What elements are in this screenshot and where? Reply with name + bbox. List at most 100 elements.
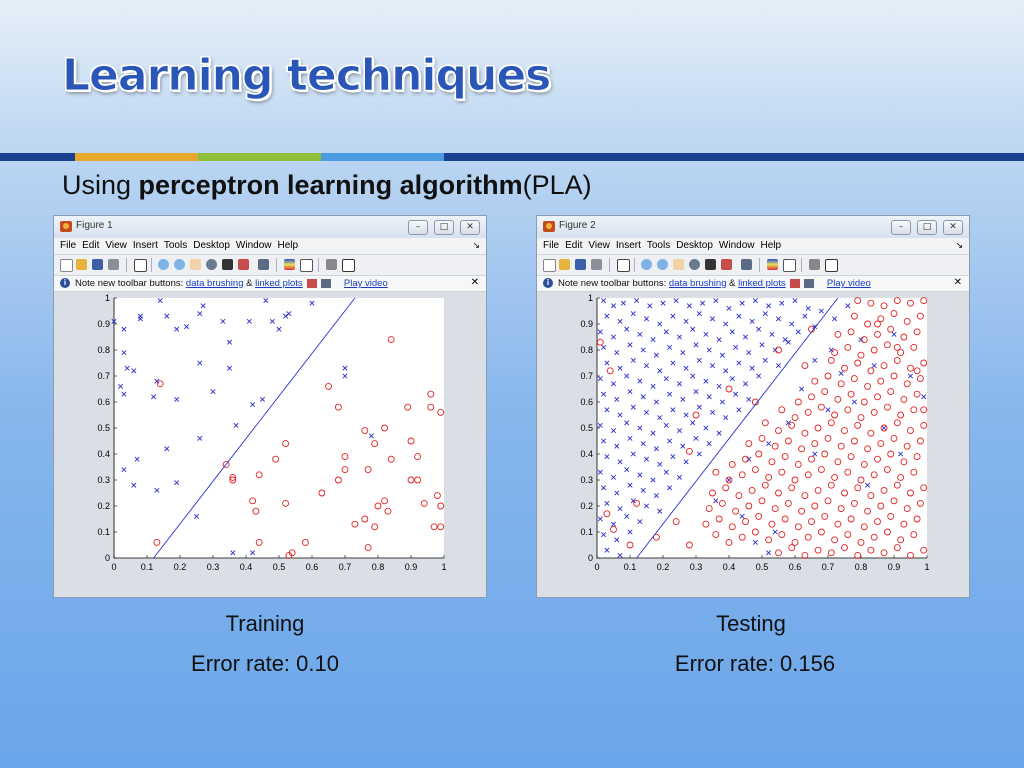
x-tick-label: 0.6: [789, 562, 802, 572]
data-brushing-link[interactable]: data brushing: [185, 278, 244, 289]
x-marker-point: [716, 383, 722, 389]
o-marker-point: [334, 403, 342, 411]
menu-edit[interactable]: Edit: [82, 240, 100, 251]
menu-desktop[interactable]: Desktop: [676, 240, 713, 251]
link-plots-icon[interactable]: [741, 259, 752, 270]
menu-help[interactable]: Help: [277, 240, 299, 251]
colorbar-icon[interactable]: [284, 259, 295, 270]
menu-edit[interactable]: Edit: [565, 240, 583, 251]
figure-window-1[interactable]: Figure 1 – □ ✕ File Edit View Insert Tools De…: [53, 215, 487, 598]
print-icon[interactable]: [591, 259, 602, 270]
o-marker-point: [775, 549, 782, 557]
menu-tools[interactable]: Tools: [163, 240, 188, 251]
linked-plots-link[interactable]: linked plots: [738, 278, 786, 289]
save-icon[interactable]: [92, 259, 103, 270]
menu-view[interactable]: View: [588, 240, 610, 251]
o-marker-point: [850, 437, 858, 445]
pointer-icon[interactable]: [617, 259, 630, 272]
legend-icon[interactable]: [300, 259, 313, 272]
colorbar-icon[interactable]: [767, 259, 778, 270]
o-marker-point: [860, 398, 868, 406]
x-marker-point: [703, 425, 709, 431]
close-button[interactable]: ✕: [943, 220, 963, 235]
o-marker-point: [318, 489, 326, 497]
menu-insert[interactable]: Insert: [132, 240, 158, 251]
open-file-icon[interactable]: [76, 259, 87, 270]
x-marker-point: [703, 331, 709, 337]
x-marker-point: [610, 381, 617, 387]
x-marker-point: [891, 331, 897, 337]
print-icon[interactable]: [108, 259, 119, 270]
hide-tools-icon[interactable]: [809, 259, 820, 270]
zoom-in-icon[interactable]: [158, 259, 169, 270]
minimize-button[interactable]: –: [891, 220, 911, 235]
data-cursor-icon[interactable]: [222, 259, 233, 270]
o-marker-point: [222, 460, 230, 468]
menu-window[interactable]: Window: [235, 240, 272, 251]
maximize-button[interactable]: □: [917, 220, 937, 235]
brush-icon[interactable]: [238, 259, 249, 270]
menu-file[interactable]: File: [60, 240, 77, 251]
y-tick-label: 0.1: [97, 527, 110, 537]
data-cursor-icon[interactable]: [705, 259, 716, 270]
y-tick-label: 0.4: [580, 449, 593, 459]
menu-tools[interactable]: Tools: [646, 240, 671, 251]
x-marker-point: [134, 456, 140, 462]
minimize-button[interactable]: –: [408, 220, 428, 235]
close-button[interactable]: ✕: [460, 220, 480, 235]
window-titlebar[interactable]: Figure 2 – □ ✕: [537, 216, 969, 238]
o-marker-point: [288, 549, 296, 557]
data-brushing-link[interactable]: data brushing: [668, 278, 727, 289]
show-tools-icon[interactable]: [825, 259, 838, 272]
maximize-button[interactable]: □: [434, 220, 454, 235]
x-marker-point: [259, 396, 266, 402]
pan-icon[interactable]: [673, 259, 684, 270]
o-marker-point: [433, 492, 441, 500]
play-video-link[interactable]: Play video: [343, 278, 388, 289]
o-marker-point: [907, 551, 914, 559]
legend-icon[interactable]: [783, 259, 796, 272]
zoom-in-icon[interactable]: [641, 259, 652, 270]
o-marker-point: [768, 520, 776, 528]
o-marker-point: [156, 380, 164, 388]
pointer-icon[interactable]: [134, 259, 147, 272]
x-marker-point: [640, 394, 646, 400]
hide-tools-icon[interactable]: [326, 259, 337, 270]
o-marker-point: [781, 453, 789, 461]
x-marker-point: [898, 451, 904, 457]
dock-arrow-icon[interactable]: ↘: [955, 240, 963, 250]
menu-view[interactable]: View: [105, 240, 127, 251]
x-marker-point: [627, 529, 633, 535]
linked-plots-link[interactable]: linked plots: [255, 278, 303, 289]
menu-desktop[interactable]: Desktop: [193, 240, 230, 251]
x-marker-point: [779, 300, 785, 306]
play-video-link[interactable]: Play video: [826, 278, 871, 289]
close-note-button[interactable]: ✕: [470, 277, 479, 288]
zoom-out-icon[interactable]: [657, 259, 668, 270]
menu-file[interactable]: File: [543, 240, 560, 251]
pan-icon[interactable]: [190, 259, 201, 270]
rotate-icon[interactable]: [206, 259, 217, 270]
open-file-icon[interactable]: [559, 259, 570, 270]
x-marker-point: [597, 376, 603, 382]
new-figure-icon[interactable]: [60, 259, 73, 272]
link-plots-icon[interactable]: [258, 259, 269, 270]
close-note-button[interactable]: ✕: [953, 277, 962, 288]
new-figure-icon[interactable]: [543, 259, 556, 272]
dock-arrow-icon[interactable]: ↘: [472, 240, 480, 250]
save-icon[interactable]: [575, 259, 586, 270]
x-marker-point: [630, 357, 636, 363]
x-tick-label: 0.1: [141, 562, 154, 572]
figure-window-2[interactable]: Figure 2 – □ ✕ File Edit View Insert Tools De…: [536, 215, 970, 598]
menu-help[interactable]: Help: [760, 240, 782, 251]
menu-window[interactable]: Window: [718, 240, 755, 251]
window-titlebar[interactable]: Figure 1 – □ ✕: [54, 216, 486, 238]
menu-insert[interactable]: Insert: [615, 240, 641, 251]
info-icon: i: [543, 278, 553, 288]
zoom-out-icon[interactable]: [174, 259, 185, 270]
rotate-icon[interactable]: [689, 259, 700, 270]
o-marker-point: [916, 375, 924, 383]
brush-icon[interactable]: [721, 259, 732, 270]
show-tools-icon[interactable]: [342, 259, 355, 272]
x-marker-point: [719, 352, 725, 358]
